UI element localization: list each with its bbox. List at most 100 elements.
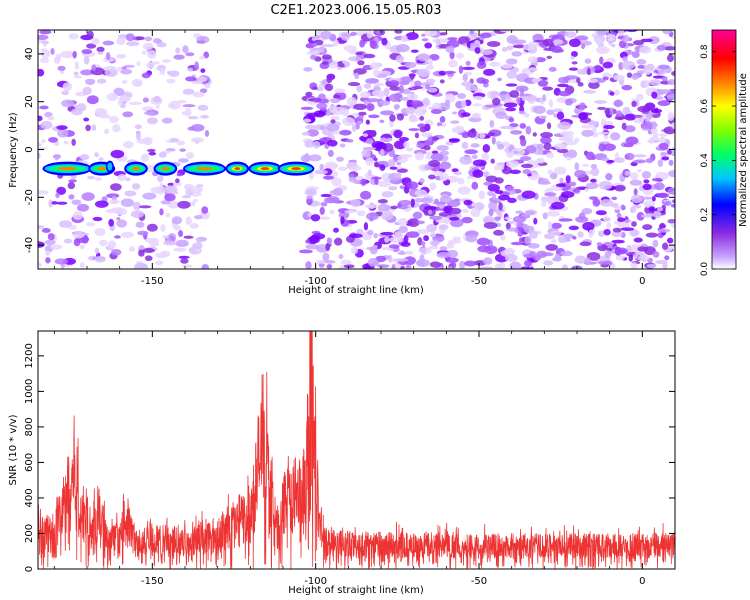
heatmap-cell: [590, 163, 598, 170]
heatmap-cell: [503, 102, 518, 108]
heatmap-cell: [604, 250, 612, 258]
heatmap-cell: [657, 228, 671, 233]
heatmap-cell: [336, 156, 344, 162]
heatmap-cell: [160, 250, 171, 258]
signal-band: [260, 167, 270, 171]
heatmap-cell: [149, 240, 159, 247]
x-tick-label: -150: [141, 576, 164, 587]
heatmap-cell: [646, 263, 657, 268]
heatmap-cell: [621, 84, 633, 91]
heatmap-cell: [404, 250, 414, 256]
heatmap-cell: [48, 199, 54, 208]
heatmap-cell: [146, 117, 159, 125]
heatmap-cell: [461, 99, 467, 108]
y-tick-label: 0: [24, 146, 35, 152]
heatmap-cell: [147, 49, 157, 59]
heatmap-cell: [162, 59, 171, 63]
heatmap-cell: [525, 95, 538, 102]
heatmap-cell: [330, 130, 342, 135]
heatmap-cell: [571, 266, 581, 269]
heatmap-cell: [305, 261, 312, 269]
heatmap-cell: [455, 52, 465, 59]
heatmap-cell: [599, 56, 604, 65]
heatmap-cell: [550, 230, 562, 236]
heatmap-cell: [414, 189, 428, 197]
heatmap-cell: [552, 39, 564, 45]
heatmap-cell: [156, 42, 167, 48]
heatmap-cell: [135, 36, 145, 41]
heatmap-cell: [461, 216, 473, 224]
heatmap-cell: [634, 114, 643, 118]
heatmap-cell: [138, 249, 145, 257]
heatmap-cell: [505, 160, 520, 168]
heatmap-cell: [630, 229, 639, 237]
heatmap-cell: [366, 30, 374, 39]
heatmap-cell: [331, 177, 342, 187]
y-tick-label: 1000: [24, 379, 35, 404]
colorbar-tick-label: 0.6: [700, 99, 710, 114]
heatmap-cell: [483, 257, 493, 265]
heatmap-cell: [667, 170, 675, 178]
heatmap-cell: [471, 181, 479, 190]
heatmap-cell: [339, 143, 346, 148]
heatmap-cell: [543, 142, 552, 151]
heatmap-cell: [159, 208, 164, 216]
heatmap-cell: [428, 159, 441, 168]
heatmap-cell: [424, 30, 438, 37]
heatmap-cell: [142, 192, 157, 200]
heatmap-cell: [377, 203, 391, 212]
heatmap-cell: [522, 169, 532, 175]
heatmap-cell: [663, 46, 675, 51]
heatmap-cell: [426, 87, 438, 93]
heatmap-cell: [396, 165, 402, 170]
heatmap-cell: [334, 88, 346, 94]
heatmap-cell: [658, 133, 668, 137]
heatmap-cell: [520, 266, 529, 269]
heatmap-cell: [122, 111, 134, 118]
heatmap-cell: [325, 242, 331, 252]
heatmap-cell: [494, 177, 504, 184]
heatmap-cell: [194, 61, 200, 71]
heatmap-cell: [671, 70, 675, 76]
heatmap-cell: [550, 201, 565, 210]
heatmap-cell: [650, 121, 657, 130]
heatmap-cell: [369, 40, 377, 49]
heatmap-cell: [421, 33, 426, 37]
heatmap-cell: [509, 261, 522, 269]
heatmap-cell: [507, 197, 517, 204]
heatmap-cell: [648, 36, 660, 45]
heatmap-cell: [327, 149, 334, 157]
heatmap-cell: [72, 211, 83, 220]
heatmap-cell: [472, 95, 484, 100]
heatmap-cell: [471, 154, 478, 160]
heatmap-cell: [637, 246, 649, 252]
heatmap-cell: [606, 221, 612, 230]
heatmap-cell: [124, 190, 137, 197]
heatmap-cell: [368, 114, 380, 119]
heatmap-cell: [308, 171, 314, 180]
heatmap-cell: [624, 152, 635, 161]
heatmap-cell: [319, 216, 331, 220]
heatmap-cell: [322, 252, 330, 262]
heatmap-cell: [141, 50, 147, 55]
heatmap-cell: [176, 173, 183, 177]
heatmap-cell: [175, 239, 189, 248]
heatmap-cell: [40, 57, 50, 63]
y-tick-label: 200: [24, 524, 35, 543]
heatmap-cell: [403, 256, 416, 266]
heatmap-cell: [614, 116, 626, 120]
heatmap-cell: [160, 200, 171, 205]
heatmap-cell: [527, 173, 532, 177]
heatmap-cell: [461, 141, 469, 150]
heatmap-cell: [128, 101, 142, 106]
heatmap-cell: [449, 51, 455, 60]
heatmap-cell: [474, 47, 481, 54]
heatmap-cell: [324, 259, 336, 264]
heatmap-cell: [501, 63, 513, 69]
heatmap-cell: [333, 227, 339, 233]
heatmap-cell: [564, 75, 579, 80]
heatmap-cell: [597, 230, 605, 237]
heatmap-cell: [451, 111, 458, 115]
heatmap-cell: [121, 66, 127, 70]
heatmap-cell: [57, 129, 69, 138]
